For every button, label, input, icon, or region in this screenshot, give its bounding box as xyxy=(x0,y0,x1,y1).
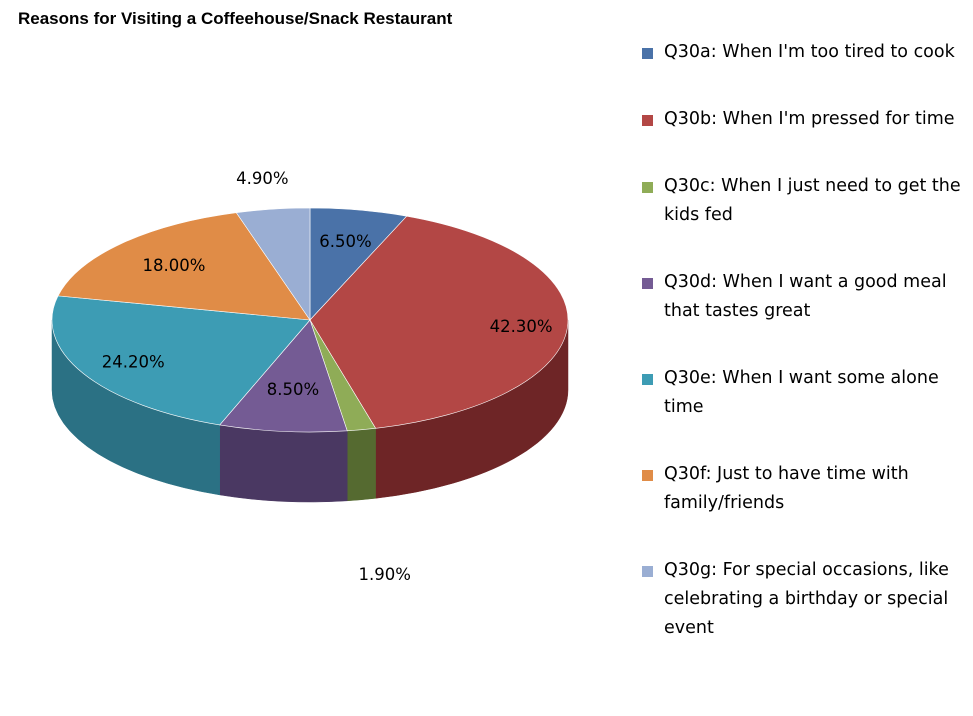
chart-title: Reasons for Visiting a Coffeehouse/Snack… xyxy=(18,9,453,28)
slice-label-6: 4.90% xyxy=(236,169,288,188)
legend-label-4: Q30e: When I want some alone time xyxy=(664,368,939,417)
slice-label-0: 6.50% xyxy=(319,232,371,251)
legend-label-1: Q30b: When I'm pressed for time xyxy=(664,109,955,129)
legend-label-5: Q30f: Just to have time with family/frie… xyxy=(664,464,909,513)
legend-swatch-2 xyxy=(642,182,653,193)
legend-label-2: Q30c: When I just need to get the kids f… xyxy=(664,176,961,225)
legend-item-1: Q30b: When I'm pressed for time xyxy=(640,105,970,134)
pie-sides xyxy=(51,319,569,503)
slice-label-1: 42.30% xyxy=(490,317,553,336)
slice-label-2: 1.90% xyxy=(358,565,410,584)
pie-slice-6 xyxy=(235,207,311,321)
legend-swatch-0 xyxy=(642,48,653,59)
slice-label-3: 8.50% xyxy=(267,380,319,399)
slice-label-5: 18.00% xyxy=(143,256,206,275)
legend-item-4: Q30e: When I want some alone time xyxy=(640,364,970,422)
legend-swatch-4 xyxy=(642,374,653,385)
slice-label-4: 24.20% xyxy=(102,353,165,372)
pie-top xyxy=(51,207,569,433)
legend-item-3: Q30d: When I want a good meal that taste… xyxy=(640,268,970,326)
legend-item-2: Q30c: When I just need to get the kids f… xyxy=(640,172,970,230)
legend-label-6: Q30g: For special occasions, like celebr… xyxy=(664,560,949,638)
chart-legend: Q30a: When I'm too tired to cook Q30b: Wh… xyxy=(640,38,970,643)
legend-label-3: Q30d: When I want a good meal that taste… xyxy=(664,272,947,321)
pie-side-3 xyxy=(219,424,348,503)
legend-swatch-5 xyxy=(642,470,653,481)
pie-slice-5 xyxy=(57,212,311,321)
pie-side-2 xyxy=(346,428,376,502)
pie-slice-3 xyxy=(219,319,348,433)
legend-item-6: Q30g: For special occasions, like celebr… xyxy=(640,556,970,643)
legend-swatch-3 xyxy=(642,278,653,289)
pie-slice-1 xyxy=(309,215,569,429)
legend-swatch-6 xyxy=(642,566,653,577)
pie-labels: 6.50% 42.30% 1.90% 8.50% 24.20% 18.00% 4.90% xyxy=(102,169,553,584)
legend-item-5: Q30f: Just to have time with family/frie… xyxy=(640,460,970,518)
pie-slice-4 xyxy=(51,295,311,426)
legend-swatch-1 xyxy=(642,115,653,126)
legend-item-0: Q30a: When I'm too tired to cook xyxy=(640,38,970,67)
legend-label-0: Q30a: When I'm too tired to cook xyxy=(664,42,955,62)
